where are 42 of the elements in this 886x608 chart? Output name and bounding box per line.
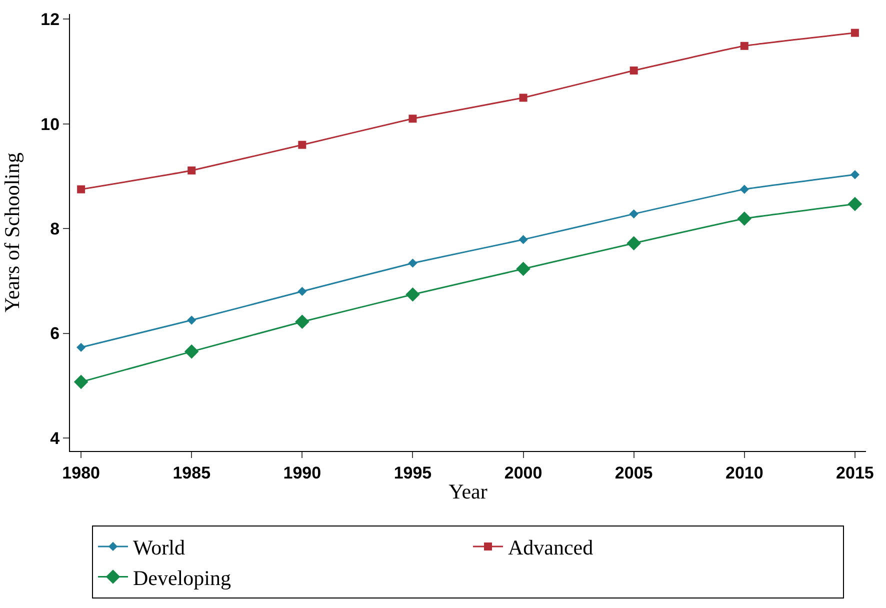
point xyxy=(630,66,638,75)
point xyxy=(406,287,420,302)
point xyxy=(408,114,417,123)
point xyxy=(516,262,530,276)
y-tick-label: 8 xyxy=(50,220,60,239)
x-tick-label: 1990 xyxy=(283,463,322,482)
point xyxy=(850,170,860,180)
x-tick-label: 1995 xyxy=(394,463,432,482)
point xyxy=(850,28,859,37)
x-tick-label: 2005 xyxy=(614,463,653,482)
point xyxy=(626,236,641,250)
y-tick-label: 10 xyxy=(40,114,60,134)
x-axis-title: Year xyxy=(448,480,488,504)
legend-label: Developing xyxy=(133,566,232,590)
point xyxy=(77,185,86,194)
legend-label: Advanced xyxy=(508,536,594,560)
y-tick-label: 6 xyxy=(50,324,60,344)
point xyxy=(184,344,199,359)
point xyxy=(848,196,862,212)
x-tick-label: 2000 xyxy=(504,463,542,482)
legend-label: World xyxy=(133,536,186,560)
y-tick-label: 12 xyxy=(40,10,60,30)
point xyxy=(408,258,418,268)
x-tick-label: 2010 xyxy=(725,463,764,482)
y-axis-title: Years of Schooling xyxy=(0,152,24,313)
x-tick-label: 2015 xyxy=(836,463,874,482)
point xyxy=(629,209,638,218)
point xyxy=(519,94,528,102)
point xyxy=(740,42,748,50)
point xyxy=(74,374,88,390)
y-tick-label: 4 xyxy=(50,428,60,448)
point xyxy=(76,342,86,352)
x-tick-label: 1985 xyxy=(172,463,211,482)
point xyxy=(188,166,196,174)
x-tick-label: 1980 xyxy=(62,463,100,482)
point xyxy=(187,316,196,325)
point xyxy=(298,286,307,296)
point xyxy=(740,184,749,194)
point xyxy=(737,211,752,226)
point xyxy=(295,314,310,329)
point xyxy=(298,140,306,149)
point xyxy=(518,235,528,244)
